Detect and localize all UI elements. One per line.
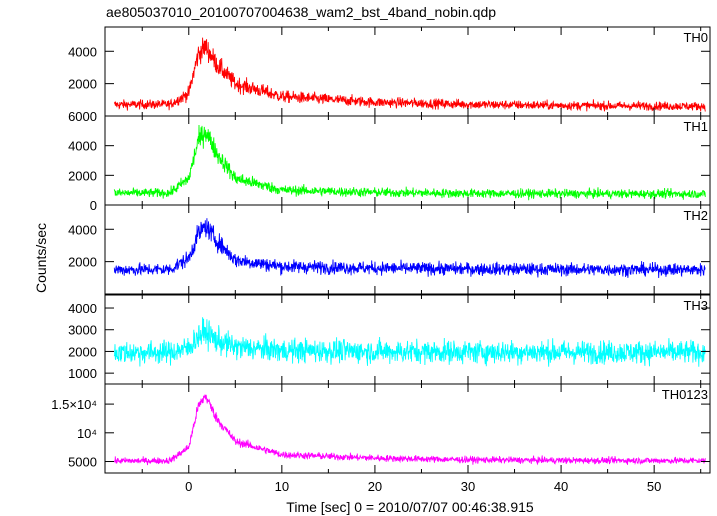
y-tick-label: 6000 bbox=[68, 109, 97, 124]
panels-group: 2000 4000 TH0 0 2000 4000 6000 TH1 2000 4000 TH2 10… bbox=[51, 26, 711, 494]
panel-th2: 2000 4000 TH2 bbox=[68, 204, 711, 295]
series-line-th0 bbox=[113, 37, 706, 112]
x-tick-label: 10 bbox=[275, 479, 289, 494]
y-tick-label: 0 bbox=[90, 198, 97, 213]
y-tick-label: 5000 bbox=[68, 455, 97, 470]
series-label: TH0123 bbox=[662, 387, 708, 402]
y-tick-label: 2000 bbox=[68, 255, 97, 270]
series-label: TH0 bbox=[683, 30, 708, 45]
panel-th3: 1000 2000 3000 4000 TH3 bbox=[68, 294, 711, 385]
x-tick-label: 20 bbox=[368, 479, 382, 494]
chart-title: ae805037010_20100707004638_wam2_bst_4ban… bbox=[106, 4, 496, 20]
y-tick-label: 4000 bbox=[68, 44, 97, 59]
y-axis-label: Counts/sec bbox=[33, 223, 49, 293]
y-tick-label: 2000 bbox=[68, 168, 97, 183]
x-tick-label: 0 bbox=[185, 479, 192, 494]
x-tick-label: 40 bbox=[554, 479, 568, 494]
series-line-th2 bbox=[113, 218, 706, 279]
x-tick-label: 50 bbox=[647, 479, 661, 494]
y-tick-label: 4000 bbox=[68, 222, 97, 237]
series-line-th3 bbox=[113, 317, 706, 367]
y-tick-label: 2000 bbox=[68, 77, 97, 92]
series-line-th0123 bbox=[113, 394, 706, 466]
y-tick-label: 10⁴ bbox=[77, 426, 97, 441]
panel-th0123: 5000 10⁴ 1.5×10⁴ TH0123 bbox=[51, 383, 711, 474]
x-tick-label: 30 bbox=[461, 479, 475, 494]
panel-th1: 0 2000 4000 6000 TH1 bbox=[68, 109, 711, 213]
y-tick-label: 4000 bbox=[68, 301, 97, 316]
y-tick-label: 1000 bbox=[68, 366, 97, 381]
y-tick-label: 3000 bbox=[68, 323, 97, 338]
y-tick-label: 4000 bbox=[68, 139, 97, 154]
panel-frame bbox=[104, 204, 711, 295]
y-tick-label: 2000 bbox=[68, 344, 97, 359]
series-line-th1 bbox=[113, 124, 706, 201]
panel-frame bbox=[104, 383, 711, 474]
series-label: TH1 bbox=[683, 119, 708, 134]
panel-th0: 2000 4000 TH0 bbox=[68, 26, 711, 117]
series-label: TH3 bbox=[683, 298, 708, 313]
series-label: TH2 bbox=[683, 208, 708, 223]
y-tick-label: 1.5×10⁴ bbox=[51, 397, 97, 412]
x-axis-label: Time [sec] 0 = 2010/07/07 00:46:38.915 bbox=[286, 499, 534, 515]
